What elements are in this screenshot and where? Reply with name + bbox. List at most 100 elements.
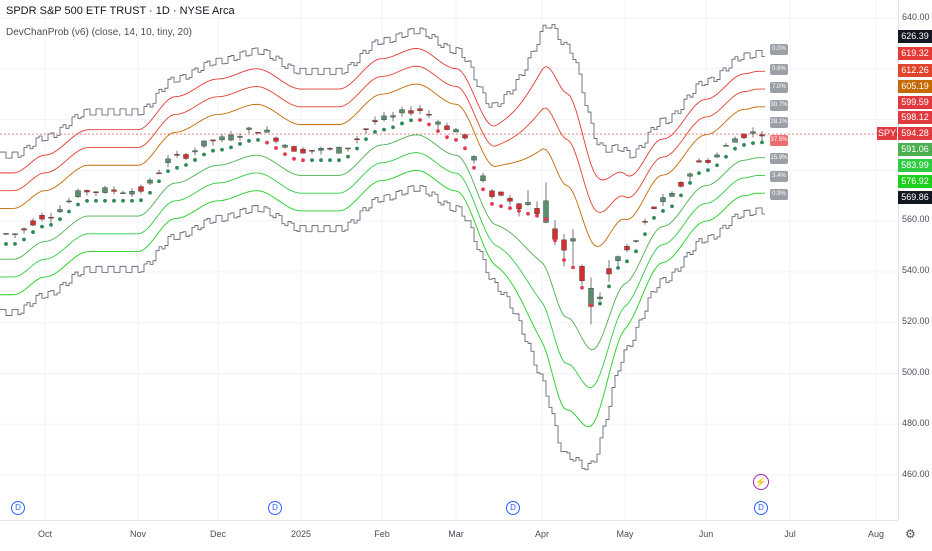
dividend-marker[interactable]: D [754, 501, 768, 515]
trend-dot [4, 242, 8, 246]
candle [543, 200, 549, 223]
price-tag: 598.12 [898, 111, 932, 124]
trend-dot [220, 147, 224, 152]
trend-dot [706, 168, 710, 173]
trend-dot [688, 181, 692, 185]
channel-prob-label: 15.9% [770, 153, 788, 164]
trend-dot [553, 238, 557, 243]
candle [273, 137, 279, 142]
trend-dot [301, 158, 305, 163]
earnings-bolt-icon[interactable]: ⚡ [753, 474, 769, 490]
channel-band-line [0, 152, 765, 389]
dividend-marker[interactable]: D [11, 501, 25, 515]
trend-dot [679, 193, 683, 198]
channel-prob-label: 0.9% [770, 189, 788, 200]
price-tag: 591.06 [898, 143, 932, 156]
dividend-marker[interactable]: D [268, 501, 282, 515]
candle [282, 144, 288, 148]
channel-band-line [0, 169, 765, 428]
price-plot[interactable] [0, 0, 898, 520]
trend-dot [148, 190, 152, 195]
trend-dot [76, 202, 80, 207]
price-tag: 599.59 [898, 96, 932, 109]
candle [732, 138, 738, 143]
time-label: Nov [129, 529, 147, 539]
trend-dot [49, 222, 53, 227]
time-label: Dec [209, 529, 227, 539]
candle [255, 132, 261, 134]
candle [192, 150, 198, 153]
time-label: Jul [784, 529, 796, 539]
trend-dot [463, 146, 467, 151]
price-tick: 520.00 [902, 316, 930, 326]
trend-dot [175, 165, 179, 170]
candle [300, 148, 306, 154]
time-axis[interactable] [0, 520, 898, 551]
trend-dot [571, 265, 575, 270]
price-tick: 640.00 [902, 12, 930, 22]
trend-dot [337, 158, 341, 163]
channel-band-line [0, 83, 765, 248]
trend-dot [292, 156, 296, 161]
candle [399, 109, 405, 114]
trend-dot [490, 202, 494, 206]
candle [498, 191, 504, 196]
candle [237, 136, 243, 138]
candle [309, 149, 315, 152]
trend-dot [544, 217, 548, 222]
price-tag: 605.19 [898, 80, 932, 93]
time-label: Jun [698, 529, 714, 539]
candle [111, 189, 117, 192]
candle [714, 154, 720, 158]
candle [633, 240, 639, 242]
trend-dot [229, 145, 233, 150]
indicator-legend[interactable]: DevChanProb (v6) (close, 14, 10, tiny, 2… [6, 27, 193, 38]
trend-dot [67, 209, 71, 214]
candle [642, 221, 648, 223]
candle [471, 156, 477, 161]
settings-gear-icon[interactable]: ⚙ [905, 527, 916, 541]
dividend-marker[interactable]: D [506, 501, 520, 515]
trend-dot [121, 198, 125, 203]
trend-dot [157, 179, 161, 184]
symbol-title[interactable]: SPDR S&P 500 ETF TRUST · 1D · NYSE Arca [6, 5, 235, 17]
trend-dot [751, 141, 755, 146]
trend-dot [283, 152, 287, 157]
trend-dot [355, 146, 359, 151]
trend-dot [40, 224, 44, 229]
trend-dot [31, 230, 35, 234]
trend-dot [535, 213, 539, 218]
candle [480, 175, 486, 181]
trend-dot [733, 146, 737, 151]
trend-dot [526, 211, 530, 216]
trend-dot [265, 140, 269, 145]
trend-dot [85, 198, 89, 203]
trend-dot [715, 163, 719, 168]
candle [354, 138, 360, 141]
trend-dot [238, 142, 242, 146]
price-tick: 560.00 [902, 214, 930, 224]
trend-dot [382, 127, 386, 132]
price-tag: 569.86 [898, 191, 932, 204]
trend-dot [112, 198, 116, 203]
trend-dot [661, 209, 665, 213]
channel-prob-label: 37.5% [770, 135, 788, 146]
candle [291, 146, 297, 152]
candle [525, 202, 531, 205]
trend-dot [499, 204, 503, 209]
channel-prob-label: 0.0% [770, 44, 788, 55]
trend-dot [22, 237, 26, 242]
candle [417, 108, 423, 111]
candle [57, 209, 63, 213]
channel-band-line [0, 24, 765, 159]
time-label: 2025 [290, 529, 312, 539]
price-axis[interactable] [898, 0, 932, 520]
trend-dot [724, 154, 728, 159]
candle [570, 238, 576, 242]
channel-prob-label: 30.7% [770, 100, 788, 111]
candle [372, 120, 378, 122]
candle [246, 127, 252, 130]
candle [381, 115, 387, 120]
trend-dot [418, 118, 422, 122]
